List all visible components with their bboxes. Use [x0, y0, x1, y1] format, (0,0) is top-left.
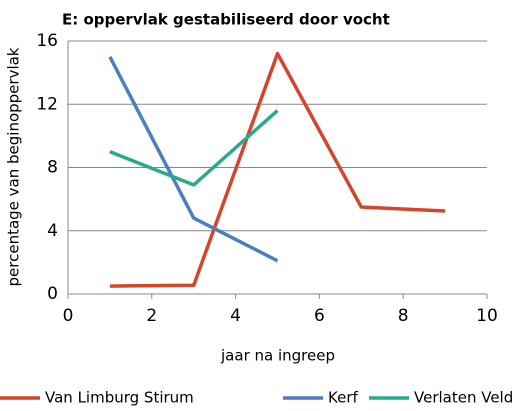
legend-label: Kerf [328, 389, 358, 407]
chart-title: E: oppervlak gestabiliseerd door vocht [62, 11, 390, 29]
x-tick-label: 10 [476, 306, 498, 326]
y-tick-label: 16 [36, 31, 58, 51]
x-tick-label: 8 [398, 306, 409, 326]
x-tick-label: 4 [230, 306, 241, 326]
y-tick-label: 0 [47, 284, 58, 304]
y-tick-label: 12 [36, 94, 58, 114]
y-tick-label: 8 [47, 158, 58, 178]
x-tick-label: 0 [63, 306, 74, 326]
x-tick-label: 6 [314, 306, 325, 326]
series-line [109, 109, 279, 187]
y-tick-label: 4 [47, 221, 58, 241]
y-axis-label: percentage van beginoppervlak [5, 47, 23, 286]
series-line [108, 56, 279, 263]
x-tick-label: 2 [146, 306, 157, 326]
series-line [109, 51, 446, 288]
legend-label: Van Limburg Stirum [45, 389, 194, 407]
legend-label: Verlaten Veld [414, 389, 513, 407]
x-axis-label: jaar na ingreep [220, 347, 335, 365]
